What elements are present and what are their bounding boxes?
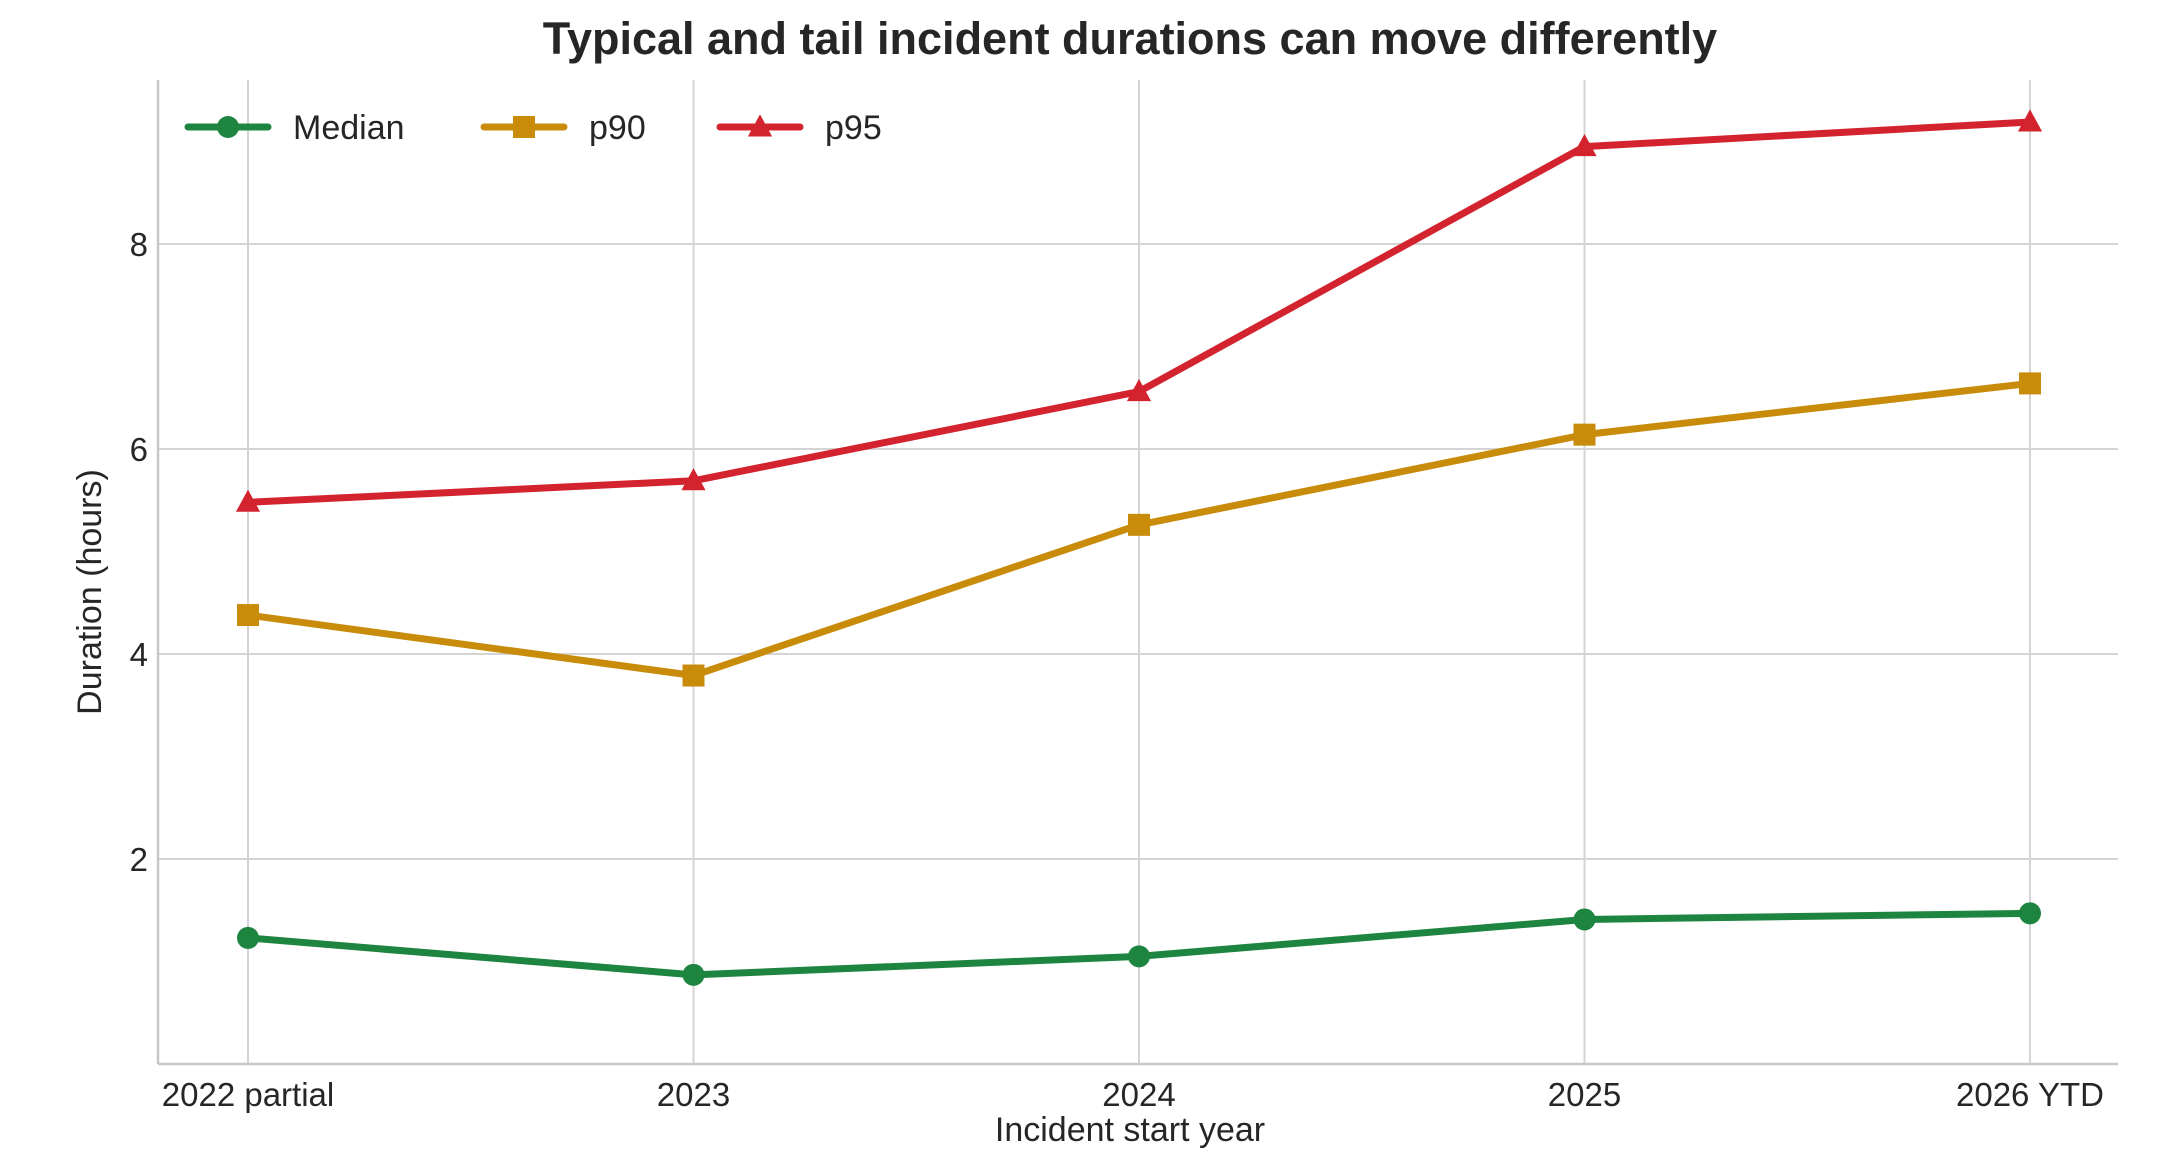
legend-label: p90 (589, 109, 646, 147)
y-tick-label: 6 (130, 431, 148, 468)
data-point-median (682, 963, 705, 986)
data-point-p95 (681, 468, 706, 491)
data-point-p90 (1573, 423, 1596, 446)
data-point-median (1128, 945, 1150, 968)
x-tick-label: 2023 (657, 1076, 730, 1113)
data-point-p90 (237, 604, 259, 627)
legend-item-median: Median (184, 109, 405, 147)
grid (158, 80, 2118, 1064)
series-p90 (237, 372, 2041, 687)
x-tick-label: 2026 YTD (1956, 1076, 2104, 1113)
data-point-p95 (235, 489, 261, 512)
data-point-p95 (2017, 109, 2043, 132)
y-tick-label: 2 (130, 841, 148, 878)
legend-label: p95 (825, 109, 882, 147)
legend-item-p90: p90 (480, 109, 646, 147)
legend-swatch-marker (217, 116, 239, 138)
data-point-p95 (1126, 378, 1152, 402)
y-tick-label: 8 (130, 226, 148, 263)
legend-swatch-marker (747, 114, 773, 137)
legend: Median p90 p95 (184, 109, 882, 147)
x-tick-label: 2022 partial (162, 1076, 334, 1113)
axes: 2022 partial 2023 2024 2025 2026 YTD 2 4 6 8 (130, 80, 2118, 1113)
x-tick-label: 2025 (1548, 1076, 1621, 1113)
legend-swatch-marker (513, 116, 535, 138)
series-layer (235, 109, 2043, 986)
data-point-p95 (1572, 133, 1597, 157)
y-axis-label: Duration (hours) (71, 469, 109, 715)
legend-label: Median (293, 109, 405, 147)
data-point-p90 (1128, 513, 1150, 536)
y-tick-label: 4 (130, 636, 148, 673)
chart-title: Typical and tail incident durations can … (543, 13, 1717, 64)
series-p95 (235, 109, 2043, 512)
data-point-median (1573, 908, 1596, 931)
data-point-p90 (2019, 372, 2041, 395)
x-tick-label: 2024 (1102, 1076, 1175, 1113)
x-axis-label: Incident start year (995, 1111, 1265, 1149)
series-median (237, 902, 2041, 986)
data-point-median (237, 926, 259, 949)
legend-item-p95: p95 (716, 109, 882, 147)
data-point-median (2019, 902, 2041, 925)
data-point-p90 (682, 664, 705, 687)
